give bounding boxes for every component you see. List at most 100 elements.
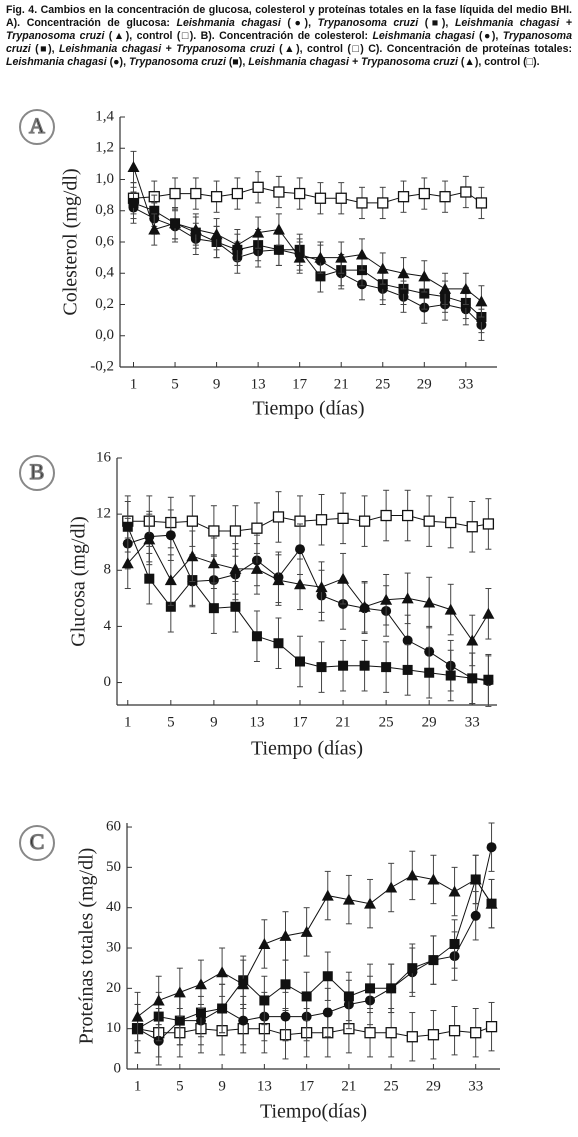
marker (143, 533, 156, 545)
caption-text: (■), (225, 56, 249, 68)
marker (423, 515, 435, 527)
marker (131, 1010, 144, 1022)
marker (190, 187, 202, 200)
marker (418, 187, 430, 200)
x-tick-label: 17 (299, 1078, 315, 1094)
marker (482, 607, 495, 619)
marker (439, 282, 452, 294)
marker (272, 511, 285, 523)
caption-text: Trypanosoma cruzi (128, 56, 226, 68)
marker (174, 1015, 185, 1026)
marker (229, 562, 242, 574)
caption-text: Leishmania chagasi (6, 56, 107, 68)
marker (128, 197, 139, 208)
marker (335, 251, 348, 263)
marker (377, 197, 389, 209)
marker (259, 995, 270, 1006)
y-tick-label: -0,2 (90, 358, 114, 374)
marker (207, 557, 220, 569)
marker (466, 521, 478, 533)
y-tick-label: 0,4 (95, 265, 114, 281)
marker (294, 578, 307, 590)
marker (250, 562, 263, 574)
marker (322, 971, 333, 982)
panel-label: A (29, 113, 45, 138)
y-tick-label: 30 (106, 939, 121, 955)
marker (469, 873, 482, 885)
y-tick-label: 0,0 (95, 327, 114, 343)
marker (293, 251, 306, 263)
caption-text: + (161, 43, 177, 55)
marker (122, 521, 133, 532)
marker (380, 593, 393, 605)
marker (482, 518, 495, 530)
caption-text: Leishmania chagasi + Trypanosoma cruzi (248, 56, 458, 68)
marker (186, 550, 199, 562)
marker (365, 983, 376, 994)
marker (445, 516, 457, 529)
x-tick-label: 13 (257, 1078, 272, 1094)
marker (466, 634, 479, 646)
marker (470, 910, 481, 921)
marker (295, 656, 306, 667)
caption-text: (●), (474, 30, 503, 42)
series-line (137, 874, 492, 1017)
caption-text: (●), (280, 17, 318, 29)
marker (386, 983, 397, 994)
marker (217, 1003, 228, 1014)
y-tick-label: 0,2 (95, 296, 114, 312)
marker (402, 635, 413, 646)
marker (315, 271, 326, 282)
marker (231, 239, 244, 251)
marker (280, 1011, 291, 1022)
caption-text: (●), (106, 56, 129, 68)
marker (358, 515, 371, 527)
marker (279, 929, 292, 941)
marker (301, 991, 312, 1002)
marker (423, 596, 436, 608)
marker (186, 515, 199, 527)
marker (337, 572, 350, 584)
marker (467, 673, 478, 684)
marker (251, 631, 262, 642)
series-line (137, 878, 492, 1030)
y-tick-label: 4 (104, 618, 112, 634)
marker (252, 181, 264, 193)
x-tick-label: 33 (458, 376, 473, 392)
marker (397, 267, 410, 279)
marker (173, 986, 186, 998)
x-tick-label: 29 (422, 714, 437, 730)
x-axis-label: Tiempo(días) (260, 1101, 367, 1123)
marker (272, 574, 285, 586)
y-tick-label: 0,6 (95, 233, 114, 249)
x-tick-label: 1 (134, 1078, 142, 1094)
marker (448, 885, 461, 897)
x-tick-label: 9 (210, 714, 218, 730)
marker (448, 1025, 461, 1037)
marker (273, 638, 284, 649)
marker (424, 667, 435, 678)
marker (364, 897, 377, 909)
marker (272, 223, 285, 235)
marker (121, 557, 134, 569)
x-tick-label: 21 (341, 1078, 356, 1094)
caption-text: Fig. 4. Cambios en la concentración de g… (6, 4, 572, 29)
marker (358, 600, 371, 612)
x-tick-label: 21 (336, 714, 351, 730)
marker (428, 955, 439, 966)
marker (460, 186, 472, 198)
series-line (127, 538, 489, 642)
marker (445, 670, 456, 681)
marker (483, 674, 494, 685)
marker (127, 161, 140, 172)
marker (444, 603, 457, 615)
marker (165, 601, 176, 612)
x-tick-label: 9 (218, 1078, 226, 1094)
marker (402, 664, 413, 675)
figure-caption: Fig. 4. Cambios en la concentración de g… (6, 4, 572, 69)
marker (338, 660, 349, 671)
marker (419, 288, 430, 299)
panel-label: B (30, 459, 45, 484)
